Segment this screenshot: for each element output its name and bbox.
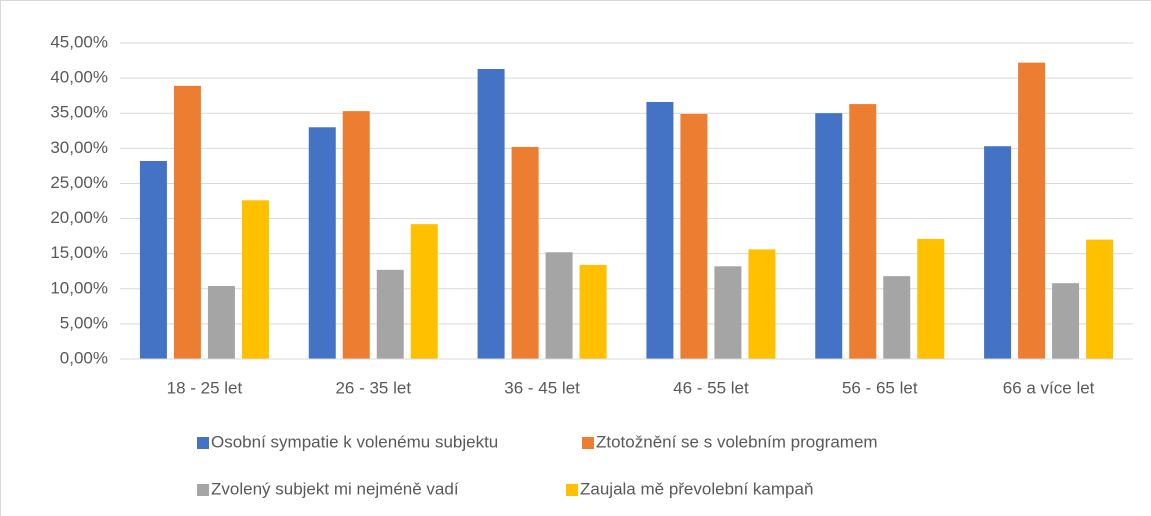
bar — [917, 238, 945, 359]
y-tick-label: 20,00% — [50, 208, 108, 227]
x-tick-label: 26 - 35 let — [335, 378, 411, 397]
bar — [342, 111, 370, 359]
legend-swatch — [197, 484, 209, 496]
legend-swatch — [582, 437, 594, 449]
y-tick-label: 35,00% — [50, 103, 108, 122]
x-tick-label: 36 - 45 let — [504, 378, 580, 397]
y-tick-label: 0,00% — [60, 348, 108, 367]
bar — [308, 127, 336, 360]
bar — [680, 113, 708, 360]
bar — [849, 104, 877, 360]
bar — [748, 249, 776, 359]
y-tick-label: 45,00% — [50, 32, 108, 51]
y-tick-label: 25,00% — [50, 173, 108, 192]
bar — [646, 101, 674, 359]
bar — [139, 160, 167, 359]
bar — [376, 269, 404, 359]
legend-label: Zvolený subjekt mi nejméně vadí — [211, 479, 459, 498]
bar — [1086, 239, 1114, 359]
bar — [207, 285, 235, 359]
y-tick-label: 5,00% — [60, 313, 108, 332]
bar — [511, 146, 539, 359]
bar — [477, 68, 505, 359]
y-tick-label: 15,00% — [50, 243, 108, 262]
bar — [883, 276, 911, 359]
y-tick-label: 30,00% — [50, 138, 108, 157]
x-tick-label: 18 - 25 let — [167, 378, 243, 397]
bar — [410, 224, 438, 359]
bar — [241, 200, 269, 359]
bar — [984, 146, 1012, 359]
y-tick-label: 40,00% — [50, 68, 108, 87]
legend-label: Osobní sympatie k volenému subjektu — [211, 432, 498, 451]
legend-swatch — [566, 484, 578, 496]
x-tick-label: 46 - 55 let — [673, 378, 749, 397]
legend-swatch — [197, 437, 209, 449]
bar — [1052, 283, 1080, 359]
y-tick-label: 10,00% — [50, 278, 108, 297]
bar — [545, 252, 573, 359]
bar — [579, 264, 607, 359]
bar — [815, 113, 843, 359]
bar — [173, 85, 201, 359]
legend-label: Zaujala mě převolební kampaň — [580, 479, 813, 498]
legend-label: Ztotožnění se s volebním programem — [596, 432, 878, 451]
x-tick-label: 66 a více let — [1003, 378, 1095, 397]
bar — [714, 266, 742, 359]
x-tick-label: 56 - 65 let — [842, 378, 918, 397]
bar — [1018, 62, 1046, 359]
